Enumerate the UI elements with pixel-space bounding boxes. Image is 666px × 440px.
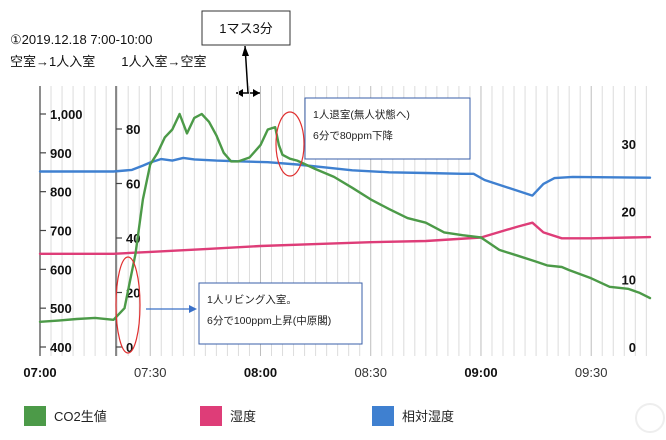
- co2-tick-label: 400: [50, 340, 72, 355]
- legend-label-relative-humidity: 相対湿度: [402, 409, 454, 424]
- right-tick-label: 30: [622, 137, 636, 152]
- exit-annotation-line2: 6分で80ppm下降: [313, 129, 393, 142]
- x-tick-label: 08:00: [244, 365, 277, 380]
- series-line-0: [38, 112, 652, 323]
- co2-tick-label: 600: [50, 262, 72, 277]
- enter-arrow-icon: [146, 305, 197, 313]
- right-tick-label: 0: [629, 340, 636, 355]
- co2-tick-label: 500: [50, 301, 72, 316]
- right-tick-label: 20: [622, 205, 636, 220]
- series-layer: [38, 112, 652, 323]
- co2-tick-label: 700: [50, 224, 72, 239]
- x-tick-label: 07:00: [23, 365, 56, 380]
- exit-annotation-line1: 1人退室(無人状態へ): [313, 108, 410, 121]
- co2-tick-label: 900: [50, 146, 72, 161]
- temp-tick-label: 0: [126, 340, 133, 355]
- co2-tick-label: 1,000: [50, 107, 83, 122]
- scale-box-label: 1マス3分: [219, 21, 272, 36]
- series-line-1: [38, 221, 652, 256]
- co2-axis-ticks: 1,000 900 800 700 600 500 400: [40, 107, 83, 355]
- x-tick-label: 08:30: [354, 365, 387, 380]
- enter-highlight-ellipse: [115, 256, 141, 354]
- x-axis-labels: 07:00 07:30 08:00 08:30 09:00 09:30: [23, 365, 607, 380]
- co2-tick-label: 800: [50, 185, 72, 200]
- chart-title-line2: 空室→1人入室 1人入室→空室: [10, 54, 206, 69]
- x-tick-label: 07:30: [134, 365, 167, 380]
- temp-tick-label: 20: [126, 286, 140, 301]
- exit-highlight-ellipse: [275, 111, 305, 177]
- legend-swatch-co2: [24, 406, 46, 426]
- scale-box: [201, 10, 291, 46]
- right-tick-label: 10: [622, 272, 636, 287]
- enter-annotation-line2: 6分で100ppm上昇(中原閣): [207, 314, 331, 327]
- enter-annotation-line1: 1人リビング入室。: [207, 293, 297, 306]
- temp-tick-label: 60: [126, 177, 140, 192]
- right-axis-ticks: 30 20 10 0: [622, 137, 636, 355]
- scale-arrow-icon: [236, 45, 260, 97]
- x-tick-label: 09:30: [575, 365, 608, 380]
- scroll-indicator: [635, 403, 665, 433]
- legend-label-humidity: 湿度: [230, 409, 256, 424]
- enter-annotation-box: [198, 282, 363, 345]
- x-tick-label: 09:00: [464, 365, 497, 380]
- legend-swatch-relative-humidity: [372, 406, 394, 426]
- legend: CO2生値 湿度 相対湿度: [24, 406, 454, 426]
- legend-swatch-humidity: [200, 406, 222, 426]
- exit-annotation-box: [304, 97, 471, 160]
- legend-label-co2: CO2生値: [54, 409, 107, 424]
- series-line-2: [38, 156, 652, 197]
- temp-tick-label: 80: [126, 122, 140, 137]
- chart-title-line1: ①2019.12.18 7:00-10:00: [10, 32, 153, 47]
- plot-grid: [50, 86, 647, 356]
